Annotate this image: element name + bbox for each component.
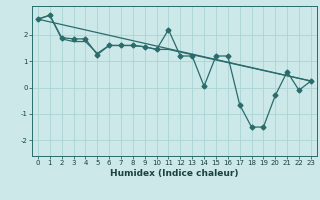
X-axis label: Humidex (Indice chaleur): Humidex (Indice chaleur) xyxy=(110,169,239,178)
